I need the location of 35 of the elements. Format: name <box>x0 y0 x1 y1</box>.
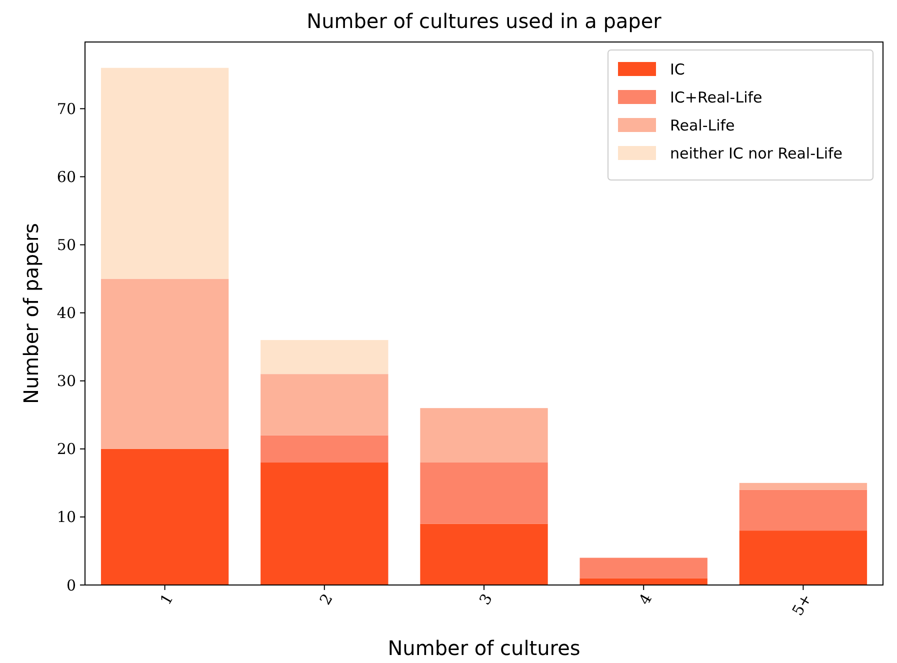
bar <box>420 462 548 524</box>
bar <box>100 448 229 585</box>
y-tick-label: 40 <box>56 304 76 322</box>
chart-title: Number of cultures used in a paper <box>306 9 662 33</box>
x-tick-label: 2 <box>316 590 336 608</box>
legend-label: IC <box>670 60 685 78</box>
bar <box>580 578 708 585</box>
legend-label: Real-Life <box>670 116 735 134</box>
bar <box>739 482 868 490</box>
x-tick-label: 5+ <box>788 590 816 619</box>
y-axis-title: Number of papers <box>19 223 43 404</box>
y-tick-label: 10 <box>56 508 76 526</box>
legend-label: neither IC nor Real-Life <box>670 144 843 162</box>
y-tick-label: 60 <box>56 168 76 186</box>
bar <box>580 558 708 578</box>
bar <box>260 462 388 585</box>
y-tick-label: 50 <box>56 236 76 254</box>
y-tick-label: 30 <box>56 372 76 390</box>
bar <box>420 524 548 585</box>
bar <box>260 340 388 374</box>
x-tick-label: 1 <box>156 590 177 608</box>
x-axis-title: Number of cultures <box>388 636 580 660</box>
bar <box>420 408 548 463</box>
x-tick-label: 3 <box>476 590 496 608</box>
bar <box>260 374 388 436</box>
bar <box>100 278 229 449</box>
bar <box>739 530 868 585</box>
bar <box>100 68 229 279</box>
y-tick-label: 20 <box>56 440 76 458</box>
legend-label: IC+Real-Life <box>670 88 762 106</box>
bar <box>739 490 868 531</box>
bar <box>260 435 388 463</box>
x-tick-label: 4 <box>635 590 656 608</box>
y-tick-label: 70 <box>56 100 76 118</box>
y-tick-label: 0 <box>66 576 76 594</box>
